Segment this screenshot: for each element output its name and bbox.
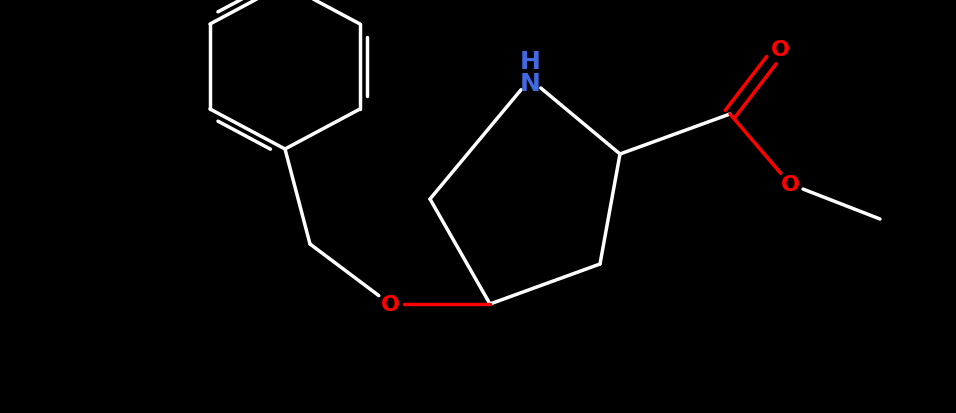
Text: O: O: [780, 175, 799, 195]
Text: O: O: [771, 40, 790, 60]
Text: O: O: [380, 294, 400, 314]
Text: H: H: [519, 50, 540, 74]
Text: N: N: [519, 72, 540, 96]
